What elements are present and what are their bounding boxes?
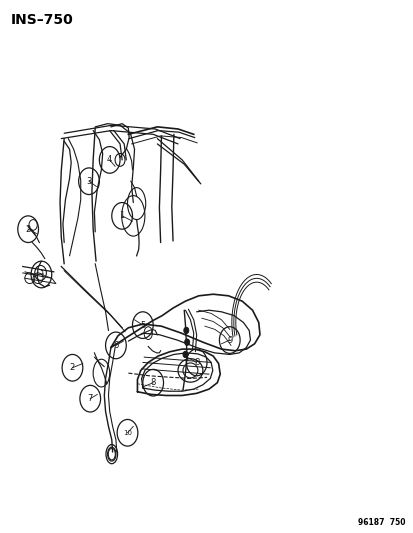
Text: 5: 5 — [140, 321, 145, 329]
Ellipse shape — [184, 339, 189, 345]
Ellipse shape — [183, 351, 188, 358]
Text: 2: 2 — [70, 364, 75, 372]
Text: 8: 8 — [194, 358, 199, 367]
Text: 8: 8 — [150, 378, 155, 387]
Text: 9: 9 — [227, 336, 232, 344]
Text: 1: 1 — [39, 270, 44, 279]
Ellipse shape — [183, 327, 188, 334]
Text: 3: 3 — [86, 177, 91, 185]
Text: 96187  750: 96187 750 — [357, 518, 405, 527]
Text: 4: 4 — [107, 156, 112, 164]
Text: 2: 2 — [26, 225, 31, 233]
Text: 7: 7 — [88, 394, 93, 403]
Text: 1: 1 — [119, 212, 124, 220]
Text: 6: 6 — [113, 341, 118, 350]
Text: INS–750: INS–750 — [10, 13, 73, 27]
Text: 10: 10 — [123, 430, 132, 436]
